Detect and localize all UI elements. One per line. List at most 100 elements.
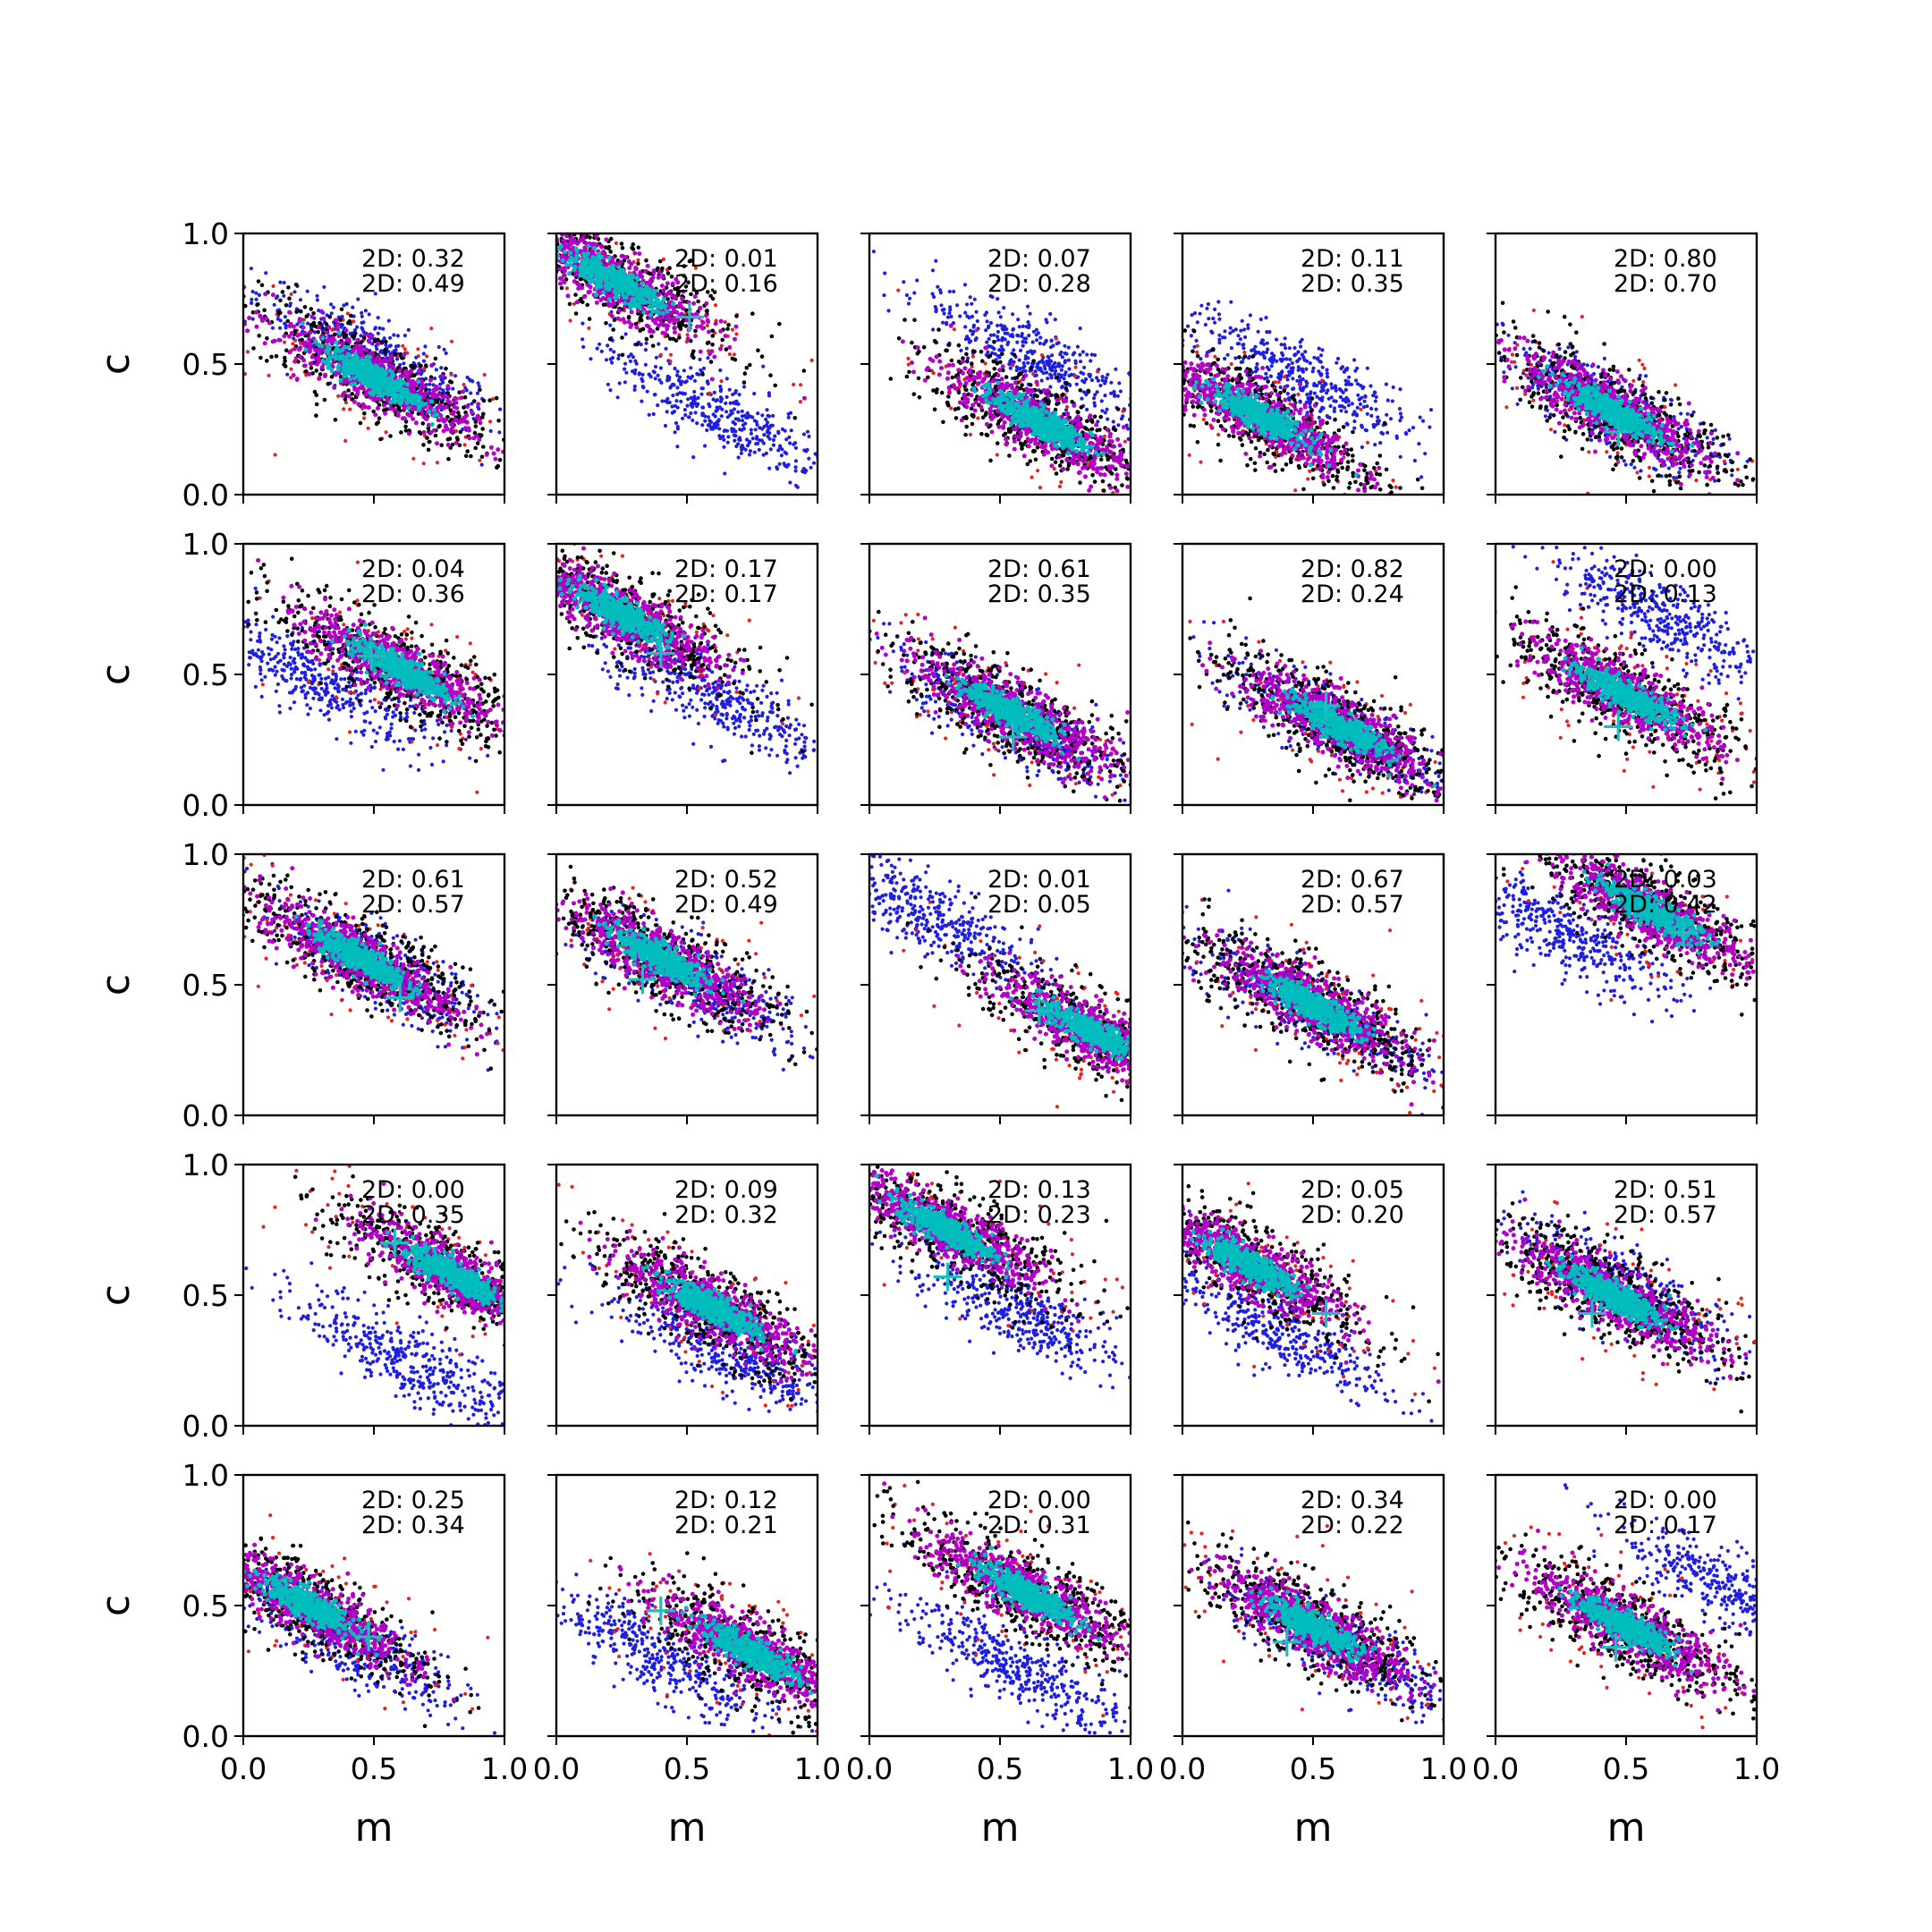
point	[794, 484, 798, 487]
point	[833, 474, 836, 478]
point	[851, 304, 854, 308]
point	[633, 301, 638, 305]
point	[1092, 396, 1096, 400]
point	[1021, 325, 1025, 328]
point	[665, 326, 669, 331]
point	[267, 374, 270, 377]
point	[588, 235, 592, 240]
point	[474, 419, 479, 424]
point	[588, 290, 592, 294]
point	[610, 314, 614, 318]
point	[1153, 474, 1157, 479]
point	[652, 369, 656, 373]
point	[461, 389, 465, 394]
point	[264, 317, 268, 321]
point	[1113, 393, 1116, 396]
point	[292, 290, 296, 293]
point	[1194, 409, 1198, 412]
point	[264, 271, 267, 275]
point	[257, 334, 261, 338]
point	[208, 311, 212, 316]
point	[383, 336, 386, 340]
point	[247, 316, 251, 320]
point	[317, 325, 321, 329]
point	[677, 335, 682, 340]
point	[631, 242, 636, 247]
point	[1031, 372, 1035, 376]
point	[691, 419, 694, 422]
point	[543, 237, 547, 242]
point	[472, 399, 477, 403]
point	[387, 319, 391, 323]
point	[987, 325, 990, 328]
point	[720, 338, 724, 343]
point	[434, 357, 438, 361]
point	[1076, 345, 1080, 349]
point	[760, 413, 764, 417]
point	[530, 213, 535, 217]
point	[292, 360, 297, 364]
point	[748, 453, 751, 456]
point	[538, 232, 543, 236]
point	[510, 258, 514, 262]
point	[1038, 335, 1042, 339]
point	[498, 458, 503, 462]
point	[545, 247, 549, 251]
point	[675, 386, 679, 389]
point	[683, 413, 687, 417]
point	[706, 379, 709, 383]
point	[635, 362, 639, 366]
point	[695, 404, 699, 408]
point	[596, 347, 599, 351]
point	[540, 260, 545, 265]
point	[1059, 480, 1063, 484]
point	[481, 226, 486, 231]
point	[553, 224, 556, 227]
point	[1140, 448, 1144, 452]
point	[547, 250, 551, 255]
point	[451, 387, 454, 391]
point	[364, 348, 369, 352]
point	[307, 337, 311, 342]
point	[666, 292, 671, 296]
point	[581, 251, 586, 256]
point	[537, 242, 541, 247]
point	[984, 328, 987, 332]
point	[645, 337, 649, 342]
point	[670, 275, 674, 279]
point	[641, 373, 645, 377]
point	[587, 326, 590, 330]
point	[313, 390, 318, 394]
point	[411, 379, 415, 384]
point	[999, 315, 1003, 318]
y-tick-label: 0.5	[182, 347, 229, 382]
point	[1016, 334, 1020, 337]
point	[441, 405, 445, 410]
point	[388, 380, 393, 385]
point	[630, 309, 634, 314]
point	[572, 265, 577, 269]
point	[541, 233, 546, 238]
point	[362, 411, 367, 416]
point	[519, 433, 523, 437]
point	[1019, 349, 1022, 352]
point	[521, 227, 525, 232]
point	[422, 352, 426, 355]
point	[416, 347, 419, 351]
point	[404, 392, 409, 396]
point	[432, 206, 436, 210]
point	[1093, 415, 1097, 419]
point	[664, 316, 668, 320]
point	[384, 340, 388, 344]
point	[743, 371, 748, 376]
point	[326, 331, 330, 335]
point	[497, 268, 502, 273]
point	[1060, 369, 1063, 372]
point	[541, 216, 546, 221]
point	[662, 297, 666, 301]
point	[298, 355, 302, 360]
point	[657, 374, 660, 377]
point	[318, 372, 323, 377]
point	[905, 293, 909, 297]
